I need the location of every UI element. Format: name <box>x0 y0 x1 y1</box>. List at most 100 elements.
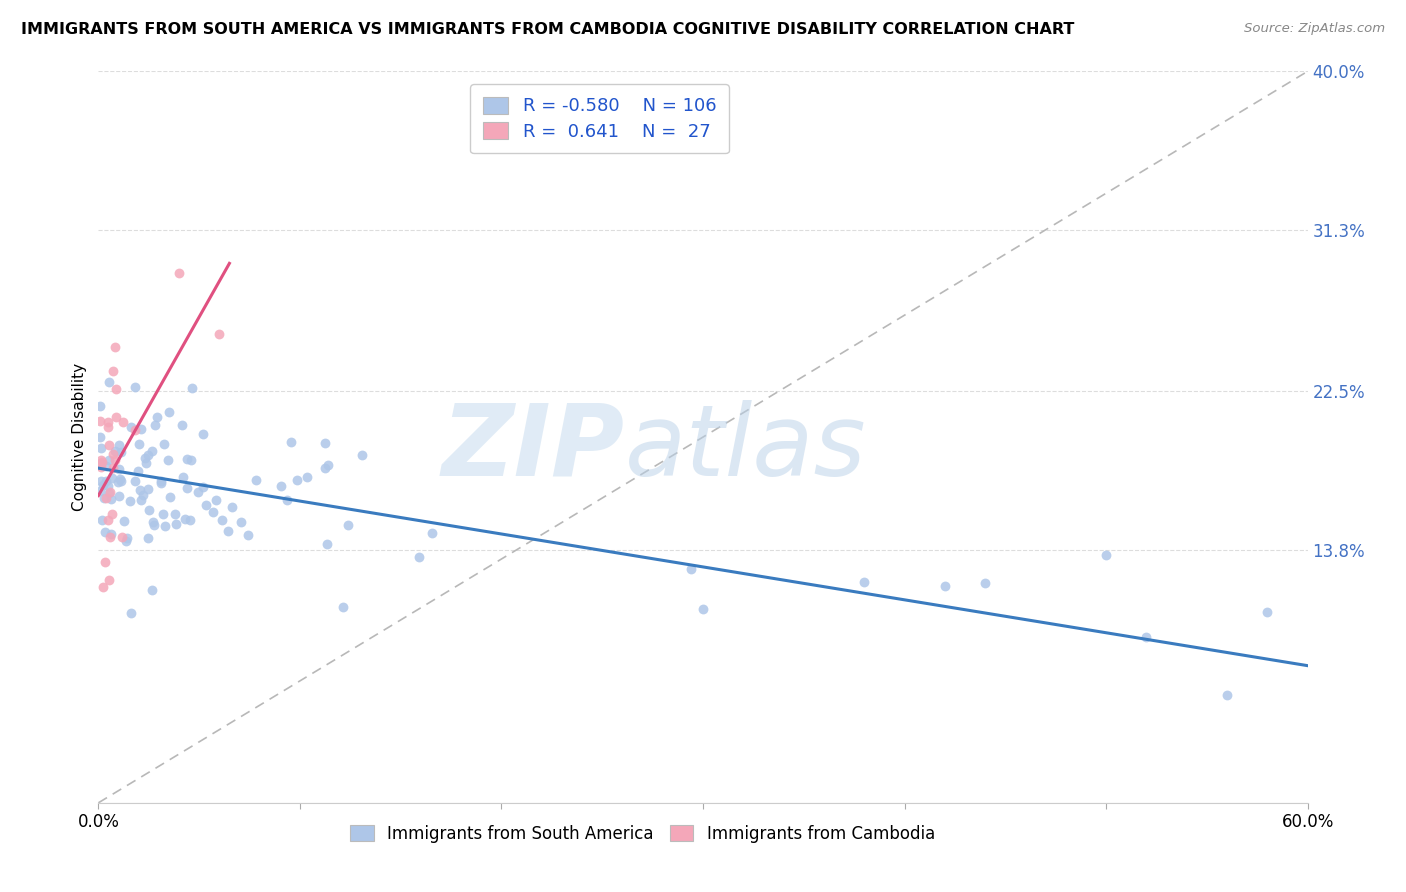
Point <box>1256 605 1278 619</box>
Point <box>314 461 336 475</box>
Point <box>135 456 157 470</box>
Point <box>90 441 112 455</box>
Point <box>107 475 129 489</box>
Point <box>191 427 214 442</box>
Legend: Immigrants from South America, Immigrants from Cambodia: Immigrants from South America, Immigrant… <box>343 818 942 849</box>
Point <box>1095 548 1118 562</box>
Point <box>211 513 233 527</box>
Point <box>129 492 152 507</box>
Point <box>97 453 120 467</box>
Point <box>172 417 194 432</box>
Point <box>934 579 956 593</box>
Point <box>98 485 121 500</box>
Point <box>107 462 129 476</box>
Point <box>152 507 174 521</box>
Point <box>180 453 202 467</box>
Point <box>285 473 308 487</box>
Point <box>97 437 120 451</box>
Point <box>167 266 190 280</box>
Point <box>124 423 146 437</box>
Point <box>100 527 122 541</box>
Point <box>176 481 198 495</box>
Point <box>150 474 173 488</box>
Point <box>132 488 155 502</box>
Point <box>276 493 298 508</box>
Point <box>97 420 120 434</box>
Point <box>221 500 243 514</box>
Point <box>136 483 159 497</box>
Point <box>108 438 131 452</box>
Point <box>679 562 702 576</box>
Point <box>157 405 180 419</box>
Point <box>98 573 121 587</box>
Point <box>142 515 165 529</box>
Point <box>97 513 120 527</box>
Point <box>115 531 138 545</box>
Point <box>107 489 129 503</box>
Point <box>853 574 876 589</box>
Point <box>94 525 117 540</box>
Point <box>98 485 121 500</box>
Point <box>89 430 111 444</box>
Point <box>208 326 231 341</box>
Point <box>124 379 146 393</box>
Point <box>314 435 336 450</box>
Point <box>96 491 118 505</box>
Point <box>245 474 267 488</box>
Point <box>295 469 318 483</box>
Point <box>217 524 239 538</box>
Point <box>974 576 997 591</box>
Point <box>195 498 218 512</box>
Point <box>97 376 120 390</box>
Point <box>90 456 112 470</box>
Point <box>120 606 142 620</box>
Point <box>111 416 134 430</box>
Point <box>98 530 121 544</box>
Point <box>90 452 112 467</box>
Point <box>236 527 259 541</box>
Point <box>145 409 167 424</box>
Point <box>115 534 138 549</box>
Point <box>136 449 159 463</box>
Point <box>172 470 194 484</box>
Point <box>90 474 112 488</box>
Y-axis label: Cognitive Disability: Cognitive Disability <box>72 363 87 511</box>
Point <box>91 478 114 492</box>
Point <box>136 532 159 546</box>
Point <box>104 340 127 354</box>
Point <box>692 601 714 615</box>
Point <box>114 514 136 528</box>
Point <box>110 444 132 458</box>
Point <box>97 415 120 429</box>
Point <box>110 474 132 488</box>
Point <box>128 483 150 498</box>
Point <box>1135 631 1157 645</box>
Point <box>104 443 127 458</box>
Text: atlas: atlas <box>624 400 866 497</box>
Point <box>89 400 111 414</box>
Point <box>128 437 150 451</box>
Point <box>134 451 156 466</box>
Text: ZIP: ZIP <box>441 400 624 497</box>
Point <box>138 503 160 517</box>
Point <box>176 451 198 466</box>
Point <box>337 518 360 533</box>
Point <box>90 459 112 474</box>
Point <box>318 458 340 472</box>
Point <box>143 418 166 433</box>
Point <box>120 420 142 434</box>
Point <box>270 479 292 493</box>
Point <box>111 530 134 544</box>
Point <box>94 474 117 488</box>
Point <box>104 453 127 467</box>
Point <box>105 409 128 424</box>
Point <box>97 479 120 493</box>
Point <box>180 382 202 396</box>
Point <box>120 493 142 508</box>
Point <box>187 484 209 499</box>
Point <box>89 414 111 428</box>
Point <box>165 517 187 532</box>
Point <box>163 507 186 521</box>
Point <box>124 474 146 488</box>
Point <box>159 490 181 504</box>
